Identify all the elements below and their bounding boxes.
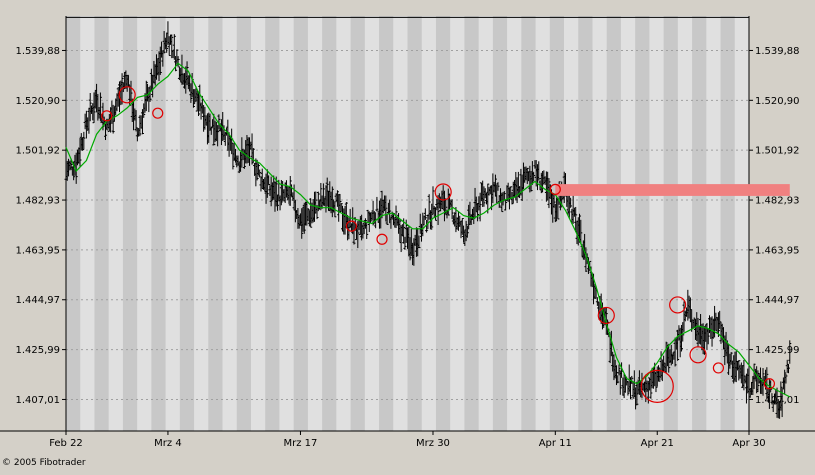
- plot-stripe: [208, 16, 223, 431]
- y-tick-label-right: 1.444,97: [755, 295, 800, 306]
- plot-stripe: [606, 16, 621, 431]
- plot-stripe: [692, 16, 707, 431]
- signal-marker: [376, 233, 388, 245]
- y-tick-label-left: 1.482,93: [15, 196, 60, 207]
- x-tick-label: Mrz 30: [416, 438, 450, 449]
- y-tick-label-right: 1.425,99: [755, 345, 800, 356]
- y-tick-label-left: 1.520,90: [15, 96, 60, 107]
- signal-marker: [597, 306, 615, 325]
- plot-stripe: [379, 16, 394, 431]
- plot-stripe: [435, 16, 451, 431]
- signal-marker: [118, 86, 136, 104]
- signal-marker: [669, 296, 687, 314]
- y-tick-label-right: 1.520,90: [755, 96, 800, 107]
- plot-stripe: [407, 16, 422, 431]
- plot-stripe: [720, 16, 735, 431]
- y-tick-label-right: 1.482,93: [755, 196, 800, 207]
- plot-stripe: [521, 16, 536, 431]
- plot-stripe: [635, 16, 650, 431]
- signal-marker: [434, 183, 452, 201]
- plot-stripe: [549, 16, 565, 431]
- signal-marker: [549, 183, 561, 195]
- x-tick-label: Mrz 4: [154, 438, 182, 449]
- moving-average-line: [65, 62, 791, 398]
- x-tick-label: Apr 21: [641, 438, 674, 449]
- signal-marker: [345, 220, 358, 232]
- y-tick-label-left: 1.425,99: [15, 345, 60, 356]
- y-tick-label-left: 1.501,92: [15, 146, 60, 157]
- y-tick-label-left: 1.539,88: [15, 46, 60, 57]
- plot-stripe: [151, 16, 166, 431]
- plot-stripe: [236, 16, 251, 431]
- plot-stripe: [492, 16, 508, 431]
- y-tick-label-left: 1.407,01: [15, 395, 60, 406]
- signal-marker: [689, 346, 707, 364]
- x-tick-label: Mrz 17: [284, 438, 318, 449]
- plot-stripe: [94, 16, 109, 431]
- plot-stripe: [663, 16, 678, 431]
- copyright-label: © 2005 Fibotrader: [2, 458, 86, 468]
- y-tick-label-right: 1.463,95: [755, 245, 800, 256]
- signal-marker: [101, 110, 113, 122]
- plot-stripe: [265, 16, 280, 431]
- signal-marker: [763, 378, 775, 390]
- signal-marker: [712, 362, 725, 374]
- highlight-band: [555, 184, 790, 196]
- plot-stripe: [179, 16, 195, 431]
- signal-marker: [152, 107, 164, 119]
- plot-stripe: [322, 16, 337, 431]
- plot-stripe: [66, 16, 81, 431]
- x-tick-label: Apr 11: [539, 438, 572, 449]
- x-tick-label: Apr 30: [732, 438, 765, 449]
- plot-stripe: [578, 16, 593, 431]
- signal-marker: [640, 369, 674, 403]
- y-tick-label-left: 1.444,97: [15, 295, 60, 306]
- y-tick-label-right: 1.501,92: [755, 146, 800, 157]
- x-tick-label: Feb 22: [49, 438, 83, 449]
- y-tick-label-right: 1.539,88: [755, 46, 800, 57]
- y-tick-label-left: 1.463,95: [15, 245, 60, 256]
